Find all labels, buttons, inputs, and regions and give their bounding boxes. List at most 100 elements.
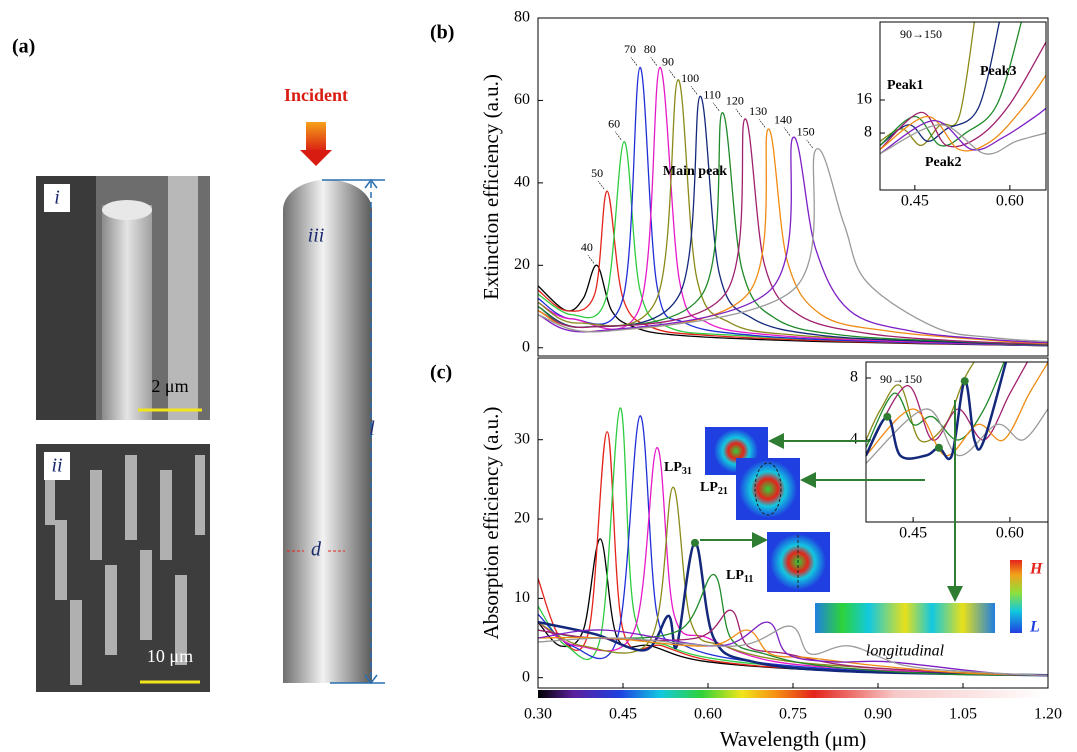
- scale-low: L: [1029, 619, 1040, 636]
- label-leader: [630, 57, 638, 66]
- series-group: [880, 22, 1046, 155]
- series-line: [538, 621, 1048, 676]
- inset-background: [866, 362, 1048, 522]
- plot: 0 10 20 30 0.30 0.45 0.60 0.75 0.90 1.05 1.20 Absor…: [430, 357, 1062, 751]
- label-leader: [712, 102, 720, 111]
- inset: 4 8 0.45 0.60: [850, 361, 1049, 542]
- series-line: [538, 112, 1048, 346]
- image-label: i: [54, 187, 60, 209]
- annotation: Main peak: [663, 164, 727, 179]
- mode-point: [960, 377, 969, 386]
- mode-point: [934, 443, 943, 452]
- inset-background: [880, 22, 1046, 190]
- series-label: 70: [624, 42, 636, 56]
- series-label: 80: [644, 42, 656, 56]
- y-tick-label: 8: [864, 124, 872, 141]
- label-leader: [587, 255, 595, 264]
- series-line: [866, 362, 1008, 461]
- series-line: [538, 625, 1048, 676]
- series-line: [880, 22, 1022, 147]
- diameter-label: d: [311, 539, 322, 561]
- annotation: 90→150: [880, 372, 922, 386]
- series-line: [880, 124, 1046, 155]
- annotation: Peak2: [925, 155, 962, 170]
- x-tick-label: 1.05: [949, 706, 977, 723]
- y-tick-label: 8: [850, 369, 858, 386]
- panel-label: (b): [430, 22, 454, 44]
- image-label: ii: [51, 455, 62, 477]
- y-tick-label: 40: [514, 174, 530, 191]
- series-label: 120: [726, 94, 744, 108]
- series-label: 110: [703, 88, 721, 102]
- series-line: [866, 362, 1005, 449]
- mode-label: LP21: [700, 480, 728, 497]
- x-tick-label: 0.45: [901, 193, 929, 210]
- series-group: [538, 407, 1048, 677]
- label-leader: [597, 180, 605, 190]
- scale-label: 2 μm: [151, 376, 188, 396]
- series-label: 60: [608, 116, 620, 130]
- series-line: [538, 629, 1048, 676]
- annotation: Peak3: [980, 64, 1017, 79]
- series-label: 140: [774, 112, 792, 126]
- series-line: [866, 408, 1048, 464]
- y-tick-label: 20: [514, 510, 530, 527]
- x-tick-label: 0.60: [996, 525, 1024, 542]
- plot: 40 50 60 70 80 90 100 110 120 130 140 150 0 20 40 60 80 E…: [430, 9, 1049, 357]
- y-tick-label: 30: [514, 430, 530, 447]
- x-tick-label: 0.45: [609, 706, 637, 723]
- nanorod: [283, 122, 385, 685]
- panel-label: (c): [430, 362, 452, 384]
- mode-maps: [700, 400, 1022, 633]
- x-tick-label: 0.75: [779, 706, 807, 723]
- series-group: [866, 362, 1048, 464]
- length-label: l: [369, 418, 375, 440]
- label-leader: [650, 57, 658, 66]
- x-tick-label: 0.60: [996, 193, 1024, 210]
- y-tick-label: 0: [522, 668, 530, 685]
- series-line: [866, 362, 1048, 457]
- label-leader: [614, 131, 622, 140]
- frame: [879, 21, 1047, 191]
- frame: [537, 17, 1049, 357]
- y-tick-label: 20: [514, 256, 530, 273]
- y-tick-label: 4: [850, 431, 858, 448]
- y-tick-label: 60: [514, 91, 530, 108]
- mode-point: [690, 538, 699, 547]
- series-line: [538, 136, 1048, 344]
- x-tick-label: 0.90: [864, 706, 892, 723]
- x-tick-label: 0.45: [899, 525, 927, 542]
- x-tick-label: 1.20: [1034, 706, 1062, 723]
- label-leader: [783, 127, 791, 136]
- y-axis-label: Absorption efficiency (a.u.): [479, 407, 503, 640]
- series-line: [538, 66, 1048, 347]
- series-line: [866, 362, 1029, 456]
- series-line: [880, 22, 976, 147]
- mode-label: LP31: [664, 460, 692, 477]
- mode-point: [883, 412, 892, 421]
- x-axis-label: Wavelength (μm): [720, 727, 867, 751]
- series-line: [538, 446, 1048, 676]
- label-leader: [668, 69, 676, 79]
- annotation: 90→150: [900, 27, 942, 41]
- inset: 8 16 0.45 0.60: [856, 21, 1047, 210]
- rod-label: iii: [308, 225, 325, 247]
- y-tick-label: 80: [514, 9, 530, 26]
- series-line: [538, 190, 1048, 347]
- series-label: 40: [581, 240, 593, 254]
- annotations: Main peak 90→150 Peak1 Peak2 Peak3 90→15…: [663, 27, 1017, 386]
- mode-label: longitudinal: [866, 643, 945, 660]
- series-label: 50: [591, 166, 603, 180]
- series-line: [880, 107, 1046, 155]
- series-line: [538, 264, 1048, 347]
- x-tick-label: 0.30: [524, 706, 552, 723]
- spectrum-bar: [538, 690, 1048, 698]
- incident-label: Incident: [284, 85, 348, 105]
- panel-label: (a): [12, 36, 35, 58]
- mode-label: LP11: [726, 568, 753, 585]
- label-leader: [690, 86, 698, 95]
- series-group: [538, 66, 1048, 347]
- sem-top: [36, 176, 210, 420]
- scale-high: H: [1029, 561, 1043, 578]
